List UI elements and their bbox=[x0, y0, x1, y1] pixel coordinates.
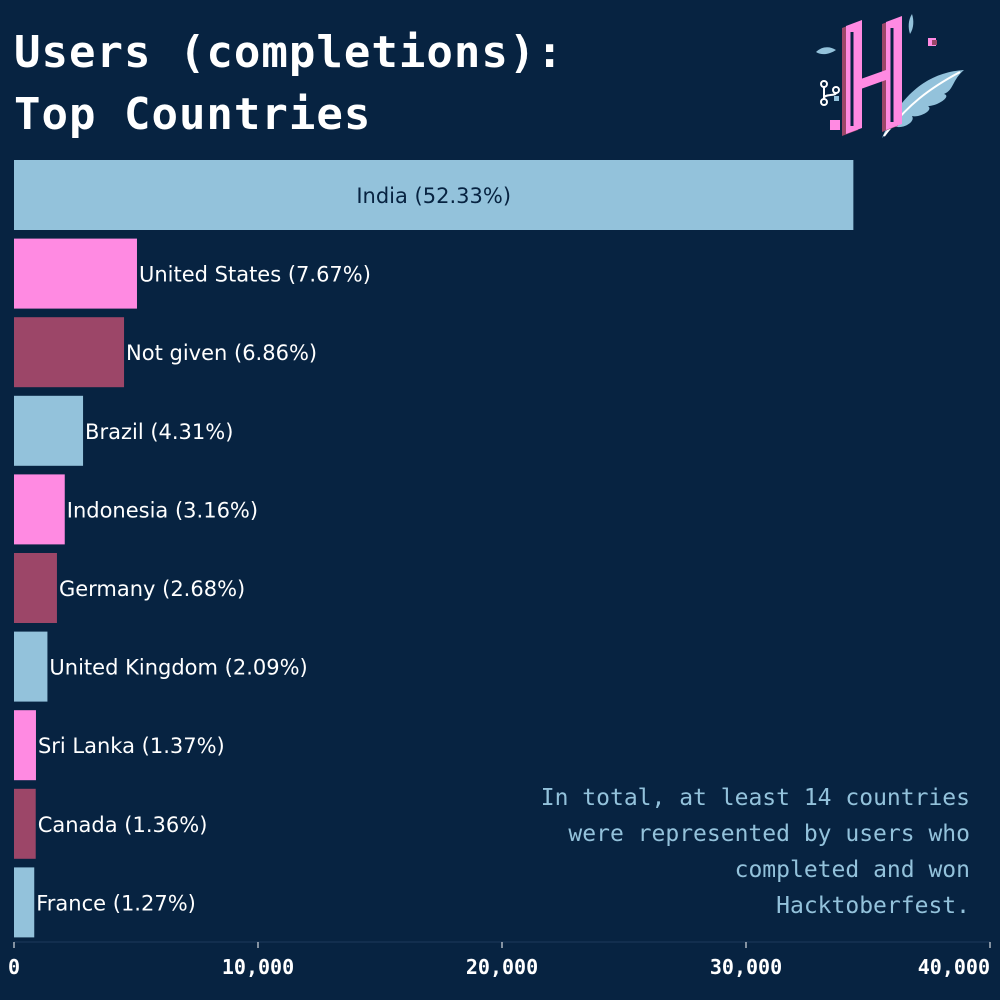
x-tick-label: 10,000 bbox=[222, 955, 294, 979]
bar-label-united-kingdom: United Kingdom (2.09%) bbox=[49, 656, 307, 680]
bar-germany bbox=[14, 553, 57, 623]
bar-not-given bbox=[14, 317, 125, 388]
x-axis: 0 10,000 20,000 30,000 40,000 bbox=[8, 941, 991, 979]
bar-label-canada: Canada (1.36%) bbox=[38, 813, 208, 837]
bar-label-brazil: Brazil (4.31%) bbox=[85, 420, 233, 444]
bar-indonesia bbox=[14, 474, 65, 545]
bar-label-sri-lanka: Sri Lanka (1.37%) bbox=[38, 734, 225, 758]
bars-group: India (52.33%) United States (7.67%) Not g… bbox=[14, 160, 854, 938]
bar-united-states bbox=[14, 238, 137, 309]
bar-label-not-given: Not given (6.86%) bbox=[126, 341, 317, 365]
hacktoberfest-logo bbox=[816, 14, 964, 138]
bar-france bbox=[14, 867, 35, 938]
bar-india bbox=[14, 160, 854, 230]
x-tick-label: 20,000 bbox=[466, 955, 538, 979]
bar-label-india: India (52.33%) bbox=[356, 184, 511, 208]
bar-canada bbox=[14, 788, 36, 859]
summary-note: In total, at least 14 countries were rep… bbox=[540, 785, 970, 919]
title-line-2: Top Countries bbox=[14, 89, 372, 140]
chart-title: Users (completions): Top Countries bbox=[14, 22, 564, 146]
git-branch-icon bbox=[820, 80, 840, 106]
title-line-1: Users (completions): bbox=[14, 27, 564, 78]
x-tick-label: 0 bbox=[8, 955, 20, 979]
bar-sri-lanka bbox=[14, 710, 36, 781]
bar-label-united-states: United States (7.67%) bbox=[139, 263, 371, 287]
leaf-icon bbox=[882, 70, 964, 138]
x-tick-label: 40,000 bbox=[918, 955, 990, 979]
x-tick-label: 30,000 bbox=[710, 955, 782, 979]
bar-label-germany: Germany (2.68%) bbox=[59, 577, 245, 601]
bar-brazil bbox=[14, 395, 84, 466]
bar-united-kingdom bbox=[14, 631, 48, 702]
bar-label-france: France (1.27%) bbox=[36, 891, 196, 915]
bar-label-indonesia: Indonesia (3.16%) bbox=[67, 498, 258, 522]
